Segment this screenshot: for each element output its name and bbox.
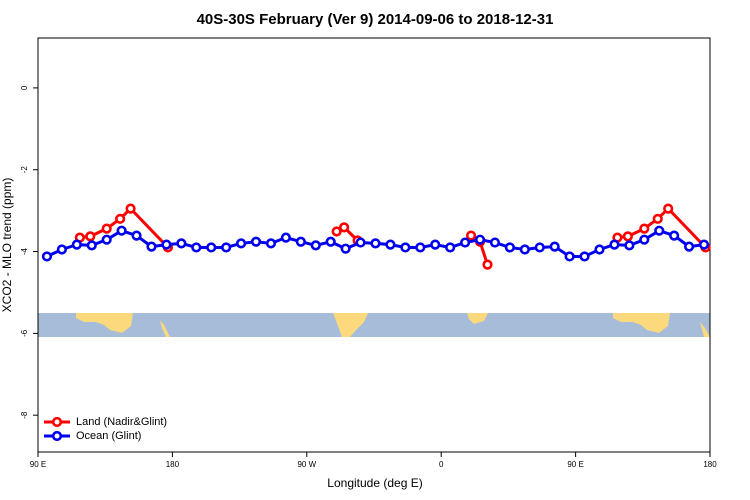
data-point [639, 234, 650, 245]
data-point [489, 237, 501, 248]
data-point [624, 240, 635, 251]
chart-title: 40S-30S February (Ver 9) 2014-09-06 to 2… [197, 11, 554, 28]
map-strip [38, 313, 710, 337]
legend-label: Land (Nadir&Glint) [76, 416, 167, 428]
data-point [235, 238, 247, 249]
data-point [125, 203, 136, 214]
data-point [474, 234, 486, 245]
land-shape [700, 322, 710, 337]
land-shape [76, 313, 133, 333]
data-point [504, 242, 515, 253]
legend-marker [51, 416, 63, 428]
data-point [652, 213, 663, 224]
data-point [415, 242, 426, 253]
data-point [331, 226, 342, 237]
ocean-strip [38, 313, 710, 337]
data-point [146, 241, 157, 252]
data-point [295, 236, 306, 247]
x-tick-label: 180 [703, 460, 717, 469]
data-point [459, 237, 471, 248]
data-point [176, 238, 187, 249]
land-shape [160, 320, 170, 337]
data-point [482, 259, 493, 270]
data-point [622, 231, 633, 242]
legend-box [40, 412, 190, 446]
data-point [549, 241, 560, 252]
data-point [465, 230, 477, 241]
data-point [609, 239, 620, 250]
data-point [206, 242, 217, 253]
y-axis-label: XCO2 - MLO trend (ppm) [0, 178, 14, 313]
data-point [191, 242, 202, 253]
land-shape [467, 313, 488, 324]
data-point [355, 237, 366, 248]
data-point [579, 251, 590, 262]
data-point [564, 251, 575, 262]
y-tick-label: -6 [20, 329, 29, 337]
data-point [654, 225, 665, 236]
data-point [683, 241, 695, 252]
x-tick-label: 0 [439, 460, 444, 469]
data-point [340, 243, 351, 254]
data-point [71, 239, 82, 250]
x-axis-label: Longitude (deg E) [327, 476, 422, 490]
data-point [116, 225, 127, 236]
data-point [161, 239, 172, 250]
data-point [594, 244, 605, 255]
data-point [325, 236, 336, 247]
data-point [519, 244, 530, 255]
data-point [669, 230, 680, 241]
data-point [280, 232, 291, 243]
land-shape [333, 313, 368, 337]
y-tick-label: -4 [20, 247, 29, 255]
data-point [385, 239, 396, 250]
data-point [370, 238, 381, 249]
data-point [698, 239, 710, 250]
data-point [56, 244, 67, 255]
data-point [663, 203, 674, 214]
x-tick-label: 90 E [567, 460, 583, 469]
data-point [339, 222, 350, 233]
data-point [131, 230, 142, 241]
y-tick-label: -2 [20, 166, 29, 174]
legend-marker [51, 430, 63, 442]
land-shape [613, 313, 670, 333]
data-point [85, 231, 96, 242]
legend-label: Ocean (Glint) [76, 430, 141, 442]
y-tick-label: 0 [20, 85, 29, 90]
data-point [534, 242, 545, 253]
x-tick-label: 90 W [297, 460, 316, 469]
x-tick-label: 180 [166, 460, 180, 469]
data-point [115, 213, 126, 224]
data-point [265, 238, 277, 249]
data-point [639, 223, 650, 234]
y-tick-label: -8 [20, 411, 29, 419]
data-point [250, 236, 262, 247]
data-point [400, 242, 411, 253]
data-point [445, 242, 456, 253]
data-point [430, 239, 441, 250]
data-point [221, 242, 232, 253]
data-point [101, 223, 112, 234]
x-tick-label: 90 E [30, 460, 46, 469]
plot-frame [37, 37, 711, 453]
data-point [86, 240, 97, 251]
data-point [41, 251, 53, 262]
data-point [101, 234, 112, 245]
data-point [310, 240, 321, 251]
